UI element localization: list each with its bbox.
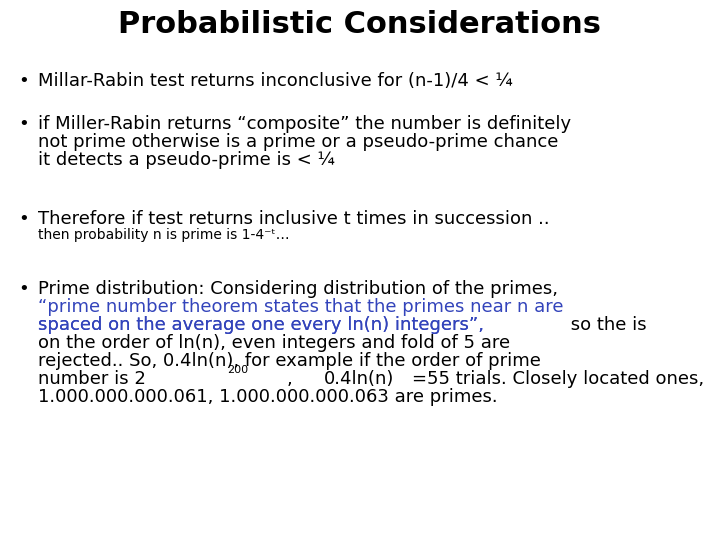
Text: ,: , [287, 370, 299, 388]
Text: then probability n is prime is 1-4⁻ᵗ…: then probability n is prime is 1-4⁻ᵗ… [38, 228, 289, 242]
Text: it detects a pseudo-prime is < ¼: it detects a pseudo-prime is < ¼ [38, 151, 335, 169]
Text: not prime otherwise is a prime or a pseudo-prime chance: not prime otherwise is a prime or a pseu… [38, 133, 559, 151]
Text: “prime number theorem states that the primes near n are: “prime number theorem states that the pr… [38, 298, 564, 316]
Text: 200: 200 [228, 365, 248, 375]
Text: •: • [18, 210, 29, 228]
Text: spaced on the average one every ln(n) integers”,: spaced on the average one every ln(n) in… [38, 316, 484, 334]
Text: rejected.. So, 0.4ln(n), for example if the order of prime: rejected.. So, 0.4ln(n), for example if … [38, 352, 541, 370]
Text: number is 2: number is 2 [38, 370, 146, 388]
Text: so the is: so the is [565, 316, 647, 334]
Text: •: • [18, 115, 29, 133]
Text: 1.000.000.000.061, 1.000.000.000.063 are primes.: 1.000.000.000.061, 1.000.000.000.063 are… [38, 388, 498, 406]
Text: •: • [18, 280, 29, 298]
Text: 0.4ln(n): 0.4ln(n) [324, 370, 395, 388]
Text: Probabilistic Considerations: Probabilistic Considerations [119, 10, 601, 39]
Text: •: • [18, 72, 29, 90]
Text: if Miller-Rabin returns “composite” the number is definitely: if Miller-Rabin returns “composite” the … [38, 115, 571, 133]
Text: Millar-Rabin test returns inconclusive for (n-1)/4 < ¼: Millar-Rabin test returns inconclusive f… [38, 72, 513, 90]
Text: Therefore if test returns inclusive t times in succession ..: Therefore if test returns inclusive t ti… [38, 210, 549, 228]
Text: on the order of ln(n), even integers and fold of 5 are: on the order of ln(n), even integers and… [38, 334, 510, 352]
Text: Prime distribution: Considering distribution of the primes,: Prime distribution: Considering distribu… [38, 280, 558, 298]
Text: =55 trials. Closely located ones,: =55 trials. Closely located ones, [412, 370, 703, 388]
Text: spaced on the average one every ln(n) integers”,: spaced on the average one every ln(n) in… [38, 316, 484, 334]
